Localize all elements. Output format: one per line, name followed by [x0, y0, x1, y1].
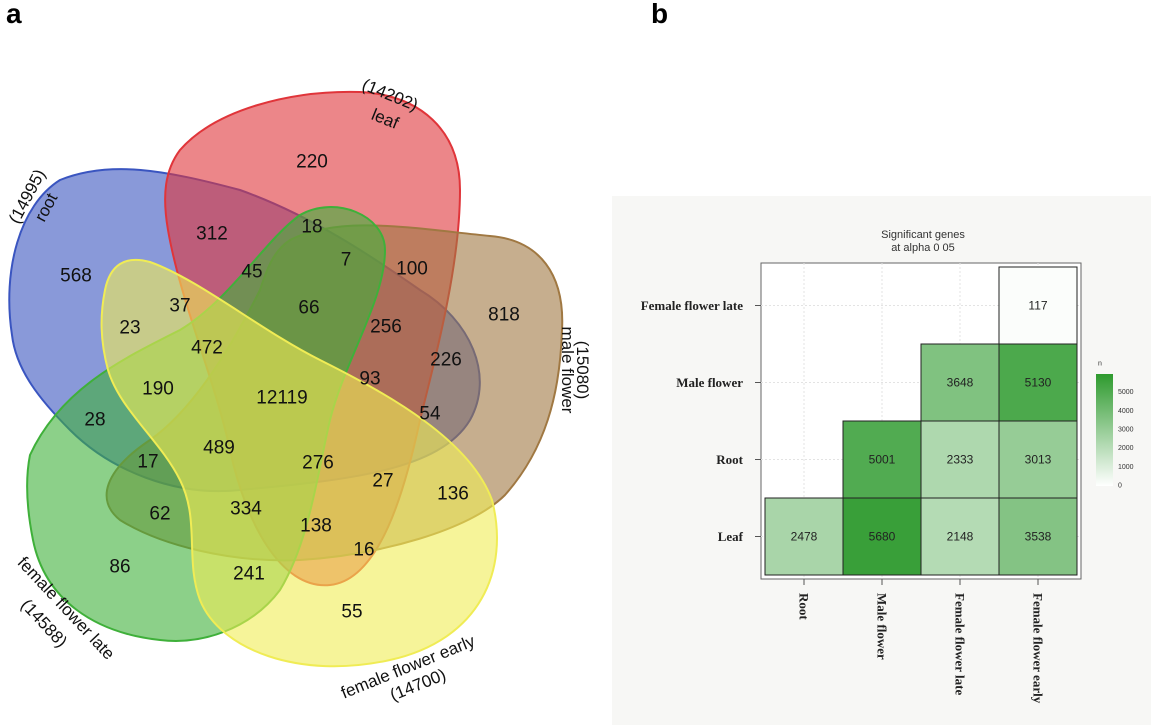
- venn-region-count: 37: [169, 296, 190, 317]
- heatmap-row-label: Female flower late: [641, 298, 743, 313]
- venn-region-count: 45: [241, 262, 262, 283]
- venn-region-count: 93: [359, 369, 380, 390]
- venn-label-male-flower: male flower: [558, 327, 577, 414]
- venn-region-count: 27: [372, 471, 393, 492]
- heatmap-legend-colorbar: [1096, 374, 1113, 486]
- heatmap-cell: [764, 497, 844, 576]
- venn-region-count: 54: [419, 404, 441, 425]
- venn-region-count: 568: [60, 266, 92, 287]
- heatmap-legend-tick: 2000: [1118, 445, 1134, 452]
- venn-region-count: 62: [149, 504, 170, 525]
- venn-region-count: 138: [300, 516, 332, 537]
- heatmap-cell-value: 5001: [869, 453, 896, 467]
- venn-region-count: 190: [142, 379, 174, 400]
- venn-region-count: 220: [296, 152, 328, 173]
- venn-region-count: 28: [84, 410, 105, 431]
- panel-a-letter: a: [6, 0, 22, 29]
- venn-region-count: 489: [203, 438, 235, 459]
- heatmap-title-line-2: at alpha 0 05: [891, 242, 955, 254]
- venn-region-count: 12119: [256, 388, 307, 409]
- heatmap-cell: [998, 343, 1078, 422]
- venn-region-count: 17: [137, 452, 158, 473]
- heatmap-cell: [920, 343, 1000, 422]
- venn-region-count: 16: [353, 540, 374, 561]
- venn-diagram: (14995) root (14202) leaf (15080) male f…: [5, 75, 592, 705]
- heatmap-row-label: Root: [716, 452, 743, 467]
- venn-region-count: 23: [119, 318, 140, 339]
- venn-region-count: 86: [109, 557, 130, 578]
- heatmap-cell-value: 2148: [947, 530, 974, 544]
- venn-region-count: 7: [341, 250, 352, 271]
- venn-region-count: 276: [302, 453, 334, 474]
- heatmap-col-label: Male flower: [875, 593, 890, 660]
- heatmap-title-line-1: Significant genes: [881, 229, 965, 241]
- heatmap-panel: Significant genes at alpha 0 05 117 3648 5…: [612, 196, 1151, 725]
- heatmap-legend-tick: 3000: [1118, 427, 1134, 434]
- panel-b-letter: b: [651, 0, 669, 29]
- heatmap-col-label: Female flower early: [1031, 593, 1046, 704]
- heatmap-cell-value: 3648: [947, 376, 974, 390]
- venn-region-count: 334: [230, 499, 262, 520]
- heatmap-cell: [998, 420, 1078, 499]
- venn-region-count: 136: [437, 484, 469, 505]
- venn-region-count: 18: [301, 217, 322, 238]
- heatmap-cell-value: 2333: [947, 453, 974, 467]
- heatmap-cell: [842, 420, 922, 499]
- heatmap-legend-tick: 0: [1118, 483, 1122, 490]
- venn-region-count: 312: [196, 224, 228, 245]
- heatmap-cell-value: 5130: [1025, 376, 1052, 390]
- heatmap-row-label: Male flower: [676, 375, 743, 390]
- heatmap-legend-tick: 4000: [1118, 408, 1134, 415]
- venn-set-female-flower-early: [100, 258, 498, 668]
- heatmap-cell-value: 3538: [1025, 530, 1052, 544]
- heatmap-legend-title: n: [1098, 361, 1102, 368]
- heatmap-cell: [920, 420, 1000, 499]
- heatmap-legend-tick: 5000: [1118, 389, 1134, 396]
- heatmap-cell-value: 2478: [791, 530, 818, 544]
- heatmap-col-label: Female flower late: [953, 593, 968, 695]
- venn-region-count: 241: [233, 564, 265, 585]
- heatmap-cell-value: 5680: [869, 530, 896, 544]
- venn-region-count: 100: [396, 259, 428, 280]
- venn-region-count: 256: [370, 317, 402, 338]
- heatmap-cell: [842, 497, 922, 576]
- heatmap-cell: [920, 497, 1000, 576]
- heatmap-chart: Significant genes at alpha 0 05 117 3648 5…: [641, 229, 1134, 704]
- venn-region-count: 818: [488, 305, 520, 326]
- heatmap-cell: [998, 266, 1078, 345]
- venn-label-male-flower-total: (15080): [573, 341, 592, 400]
- venn-region-count: 66: [298, 298, 319, 319]
- heatmap-cell-value: 117: [1028, 299, 1047, 313]
- heatmap-cell-value: 3013: [1025, 453, 1052, 467]
- heatmap-cell: [998, 497, 1078, 576]
- venn-region-count: 226: [430, 350, 462, 371]
- venn-region-count: 55: [341, 602, 362, 623]
- venn-region-count: 472: [191, 338, 223, 359]
- heatmap-legend-tick: 1000: [1118, 464, 1134, 471]
- heatmap-row-label: Leaf: [718, 529, 744, 544]
- heatmap-col-label: Root: [797, 593, 812, 620]
